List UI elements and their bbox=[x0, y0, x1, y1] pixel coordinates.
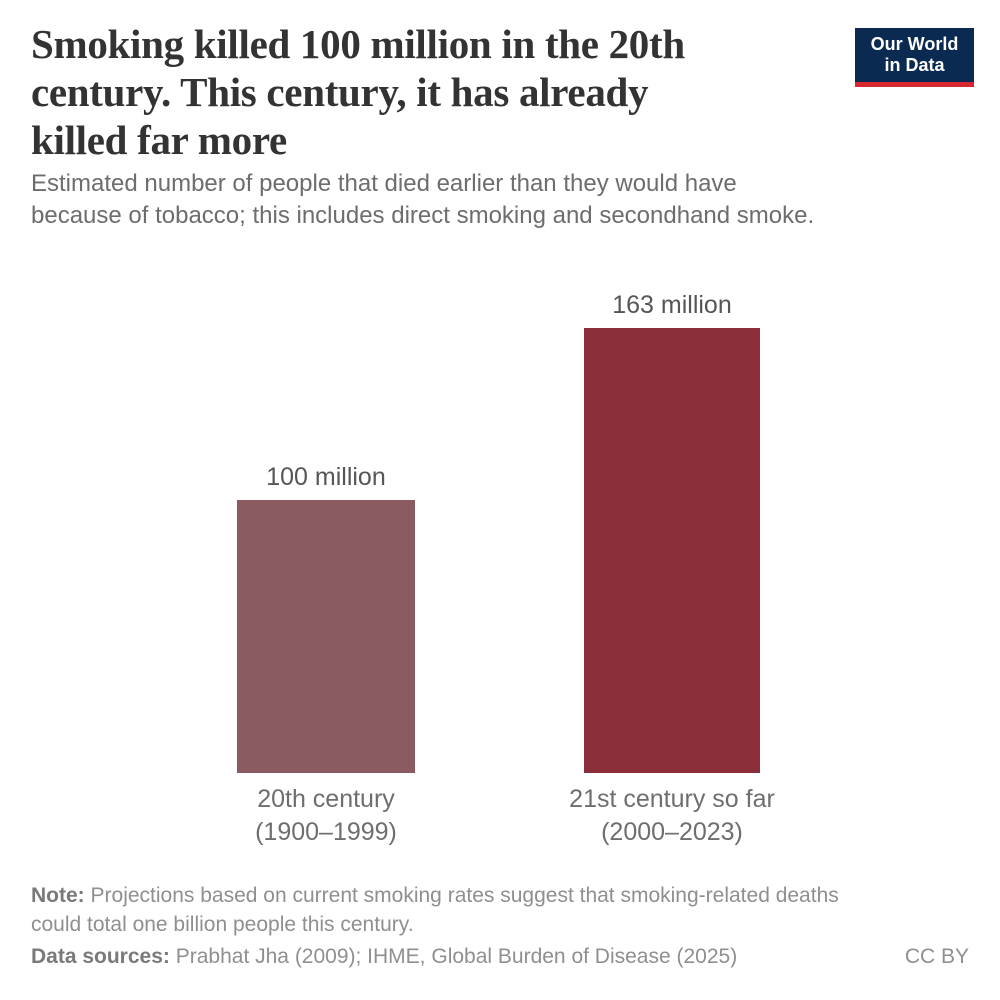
title-line-2: century. This century, it has already bbox=[31, 69, 649, 115]
category-label-20th-century: 20th century (1900–1999) bbox=[137, 783, 515, 849]
note-line-1: Note: Projections based on current smoki… bbox=[31, 881, 969, 910]
category-range: (2000–2023) bbox=[601, 818, 743, 846]
bar-value-label-21st-century: 163 million bbox=[612, 291, 732, 319]
owid-logo: Our World in Data bbox=[855, 28, 974, 87]
license-badge: CC BY bbox=[904, 945, 969, 968]
subtitle-line-1: Estimated number of people that died ear… bbox=[31, 170, 737, 197]
category-range: (1900–1999) bbox=[255, 818, 397, 846]
sources-text: Prabhat Jha (2009); IHME, Global Burden … bbox=[175, 945, 738, 968]
category-name: 20th century bbox=[257, 785, 395, 813]
chart-subtitle: Estimated number of people that died ear… bbox=[31, 168, 961, 232]
data-sources: Data sources: Prabhat Jha (2009); IHME, … bbox=[31, 942, 737, 971]
note-line-2: could total one billion people this cent… bbox=[31, 913, 414, 936]
sources-row: Data sources: Prabhat Jha (2009); IHME, … bbox=[31, 942, 969, 971]
category-label-21st-century: 21st century so far (2000–2023) bbox=[483, 783, 861, 849]
category-name: 21st century so far bbox=[569, 785, 775, 813]
owid-logo-line-1: Our World bbox=[870, 34, 959, 54]
subtitle-line-2: because of tobacco; this includes direct… bbox=[31, 202, 815, 229]
page-title: Smoking killed 100 million in the 20th c… bbox=[31, 20, 831, 164]
sources-label: Data sources: bbox=[31, 945, 170, 968]
title-line-1: Smoking killed 100 million in the 20th bbox=[31, 21, 685, 67]
note-text-1: Projections based on current smoking rat… bbox=[90, 884, 839, 907]
note-label: Note: bbox=[31, 884, 85, 907]
bar-20th-century bbox=[237, 500, 415, 773]
bar-value-label-20th-century: 100 million bbox=[266, 463, 386, 491]
bar-21st-century bbox=[584, 328, 760, 773]
owid-logo-line-2: in Data bbox=[884, 55, 945, 75]
chart-note: Note: Projections based on current smoki… bbox=[31, 881, 969, 939]
title-line-3: killed far more bbox=[31, 117, 287, 163]
